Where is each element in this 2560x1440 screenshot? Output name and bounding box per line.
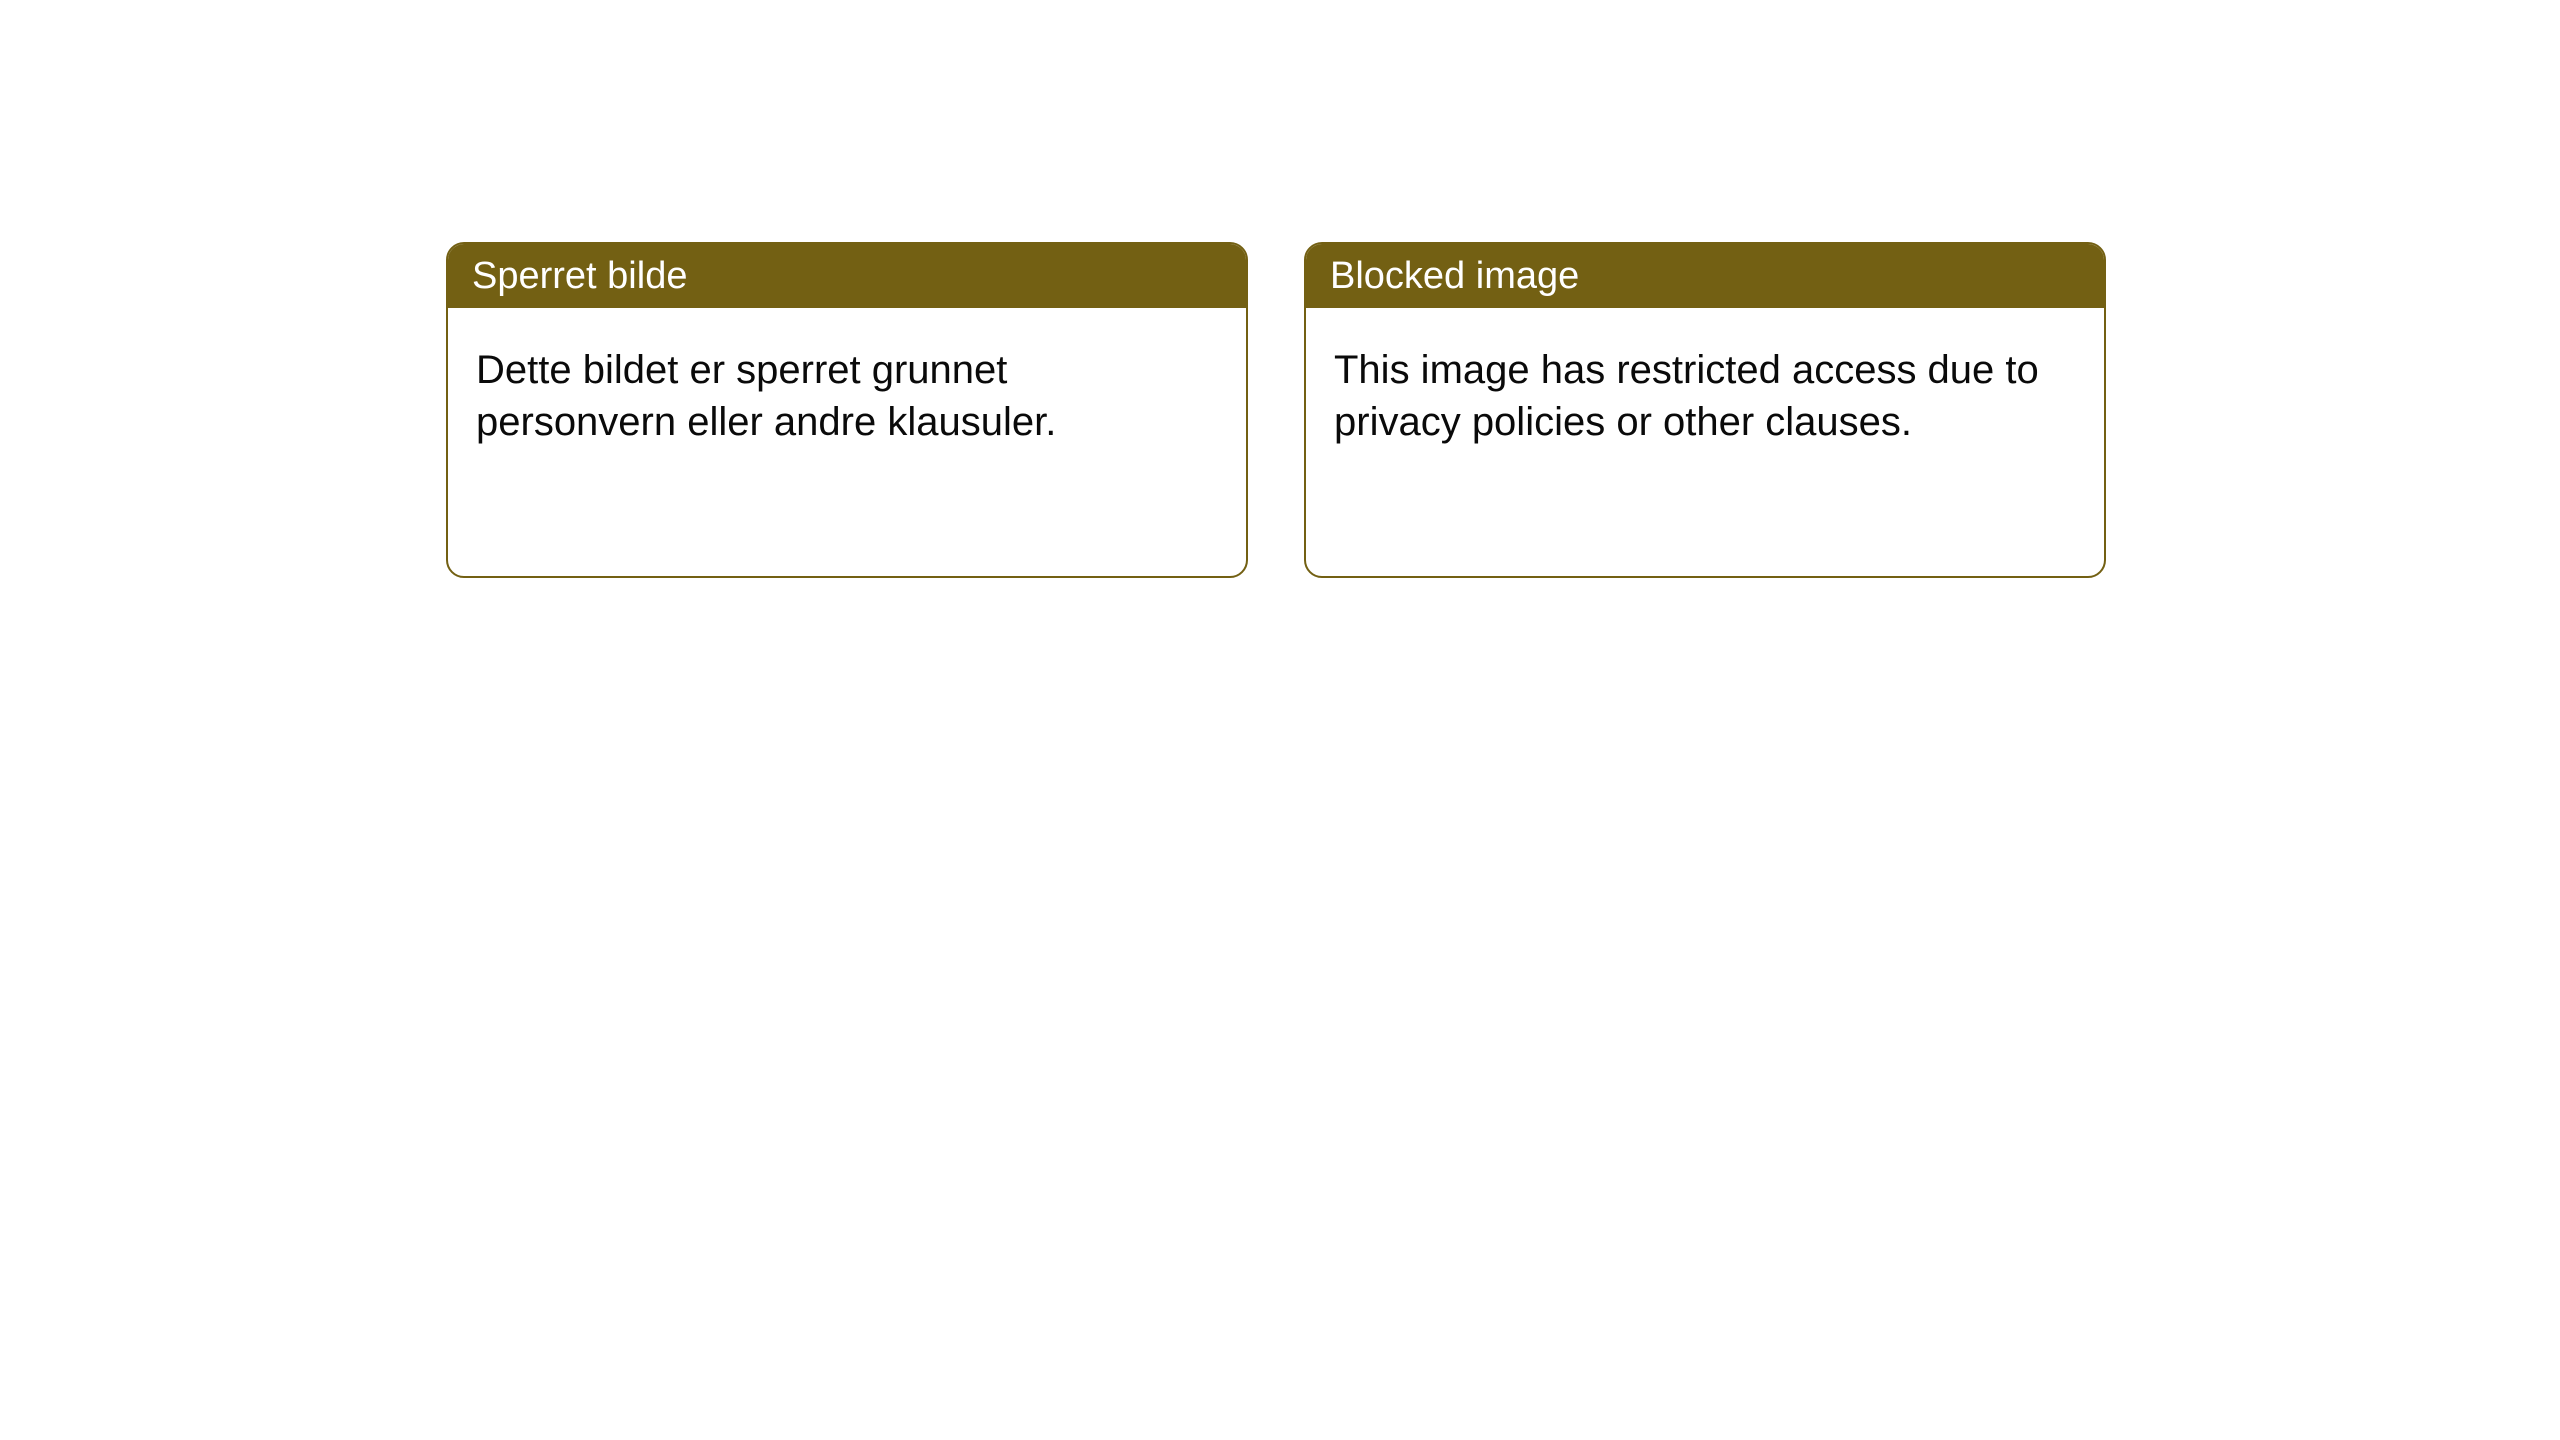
notice-card-body: This image has restricted access due to … [1306,308,2104,476]
notice-card-message: This image has restricted access due to … [1334,348,2039,444]
notice-card-english: Blocked image This image has restricted … [1304,242,2106,578]
notice-card-title: Sperret bilde [472,255,687,297]
notice-container: Sperret bilde Dette bildet er sperret gr… [0,0,2560,578]
notice-card-message: Dette bildet er sperret grunnet personve… [476,348,1056,444]
notice-card-body: Dette bildet er sperret grunnet personve… [448,308,1246,476]
notice-card-norwegian: Sperret bilde Dette bildet er sperret gr… [446,242,1248,578]
notice-card-header: Blocked image [1306,244,2104,308]
notice-card-title: Blocked image [1330,255,1579,297]
notice-card-header: Sperret bilde [448,244,1246,308]
